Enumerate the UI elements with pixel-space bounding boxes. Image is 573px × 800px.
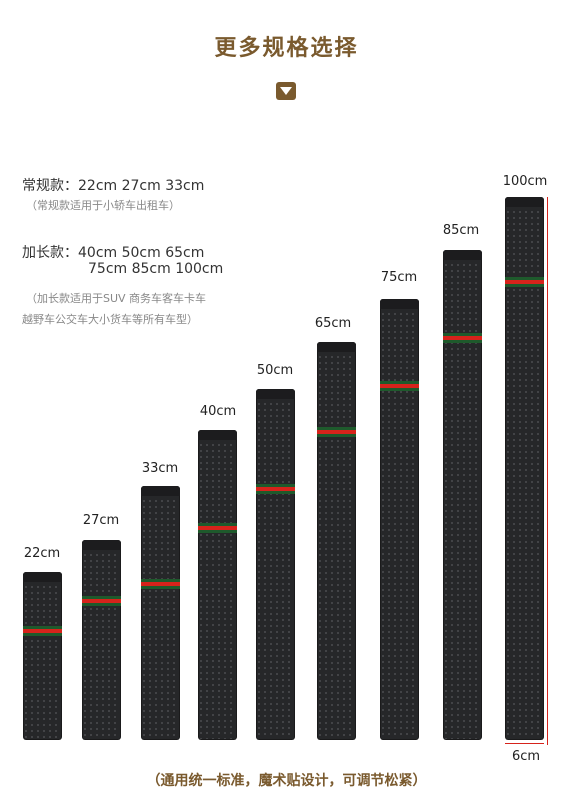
regular-spec-note: （常规款适用于小轿车出租车） xyxy=(26,199,180,212)
pad-size-label: 33cm xyxy=(141,461,179,476)
pad-size-label: 22cm xyxy=(23,546,61,561)
pad-size-label: 50cm xyxy=(256,363,294,378)
width-label: 6cm xyxy=(512,749,541,764)
regular-spec-line: 常规款：22cm 27cm 33cm xyxy=(22,178,205,194)
page-title: 更多规格选择 xyxy=(214,36,359,61)
width-dimension-line xyxy=(505,743,544,744)
footer-text: （通用统一标准，魔术贴设计，可调节松紧） xyxy=(146,773,427,789)
pad-size-label: 65cm xyxy=(314,316,352,331)
pad-27cm xyxy=(82,540,121,740)
pad-50cm xyxy=(256,389,295,740)
long-spec-note: （加长款适用于SUV 商务车客车卡车 xyxy=(26,292,207,305)
pad-size-label: 40cm xyxy=(199,404,237,419)
pad-40cm xyxy=(198,430,237,740)
pad-85cm xyxy=(443,250,482,740)
pad-33cm xyxy=(141,486,180,740)
long-spec-note-2: 越野车公交车大小货车等所有车型） xyxy=(22,313,198,326)
pad-22cm xyxy=(23,572,62,740)
long-spec-line: 加长款：40cm 50cm 65cm xyxy=(22,245,205,261)
long-spec-line-2: 75cm 85cm 100cm xyxy=(88,261,224,277)
pad-size-label: 75cm xyxy=(380,270,418,285)
length-dimension-line xyxy=(547,197,548,745)
down-arrow-icon xyxy=(276,82,296,100)
pad-size-label: 100cm xyxy=(502,174,548,189)
pad-75cm xyxy=(380,299,419,740)
pad-size-label: 85cm xyxy=(442,223,480,238)
pad-65cm xyxy=(317,342,356,740)
pad-100cm xyxy=(505,197,544,740)
pad-size-label: 27cm xyxy=(82,513,120,528)
